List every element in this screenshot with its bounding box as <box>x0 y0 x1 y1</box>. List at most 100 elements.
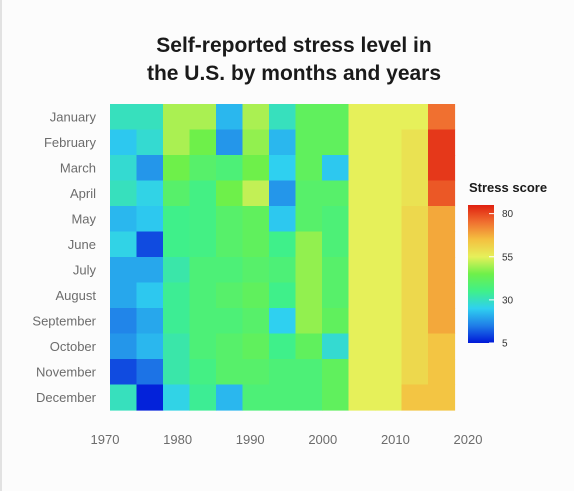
heatmap-cell <box>242 231 270 258</box>
heatmap-cell <box>401 155 429 182</box>
month-label: May <box>71 211 96 226</box>
heatmap-cell <box>189 206 217 233</box>
legend-tick-label: 80 <box>502 209 514 220</box>
heatmap-cell <box>216 206 244 233</box>
heatmap-cell <box>428 333 456 360</box>
heatmap-cell <box>401 180 429 207</box>
heatmap-cell <box>136 104 164 131</box>
month-label: June <box>68 237 96 252</box>
heatmap-cell <box>216 104 244 131</box>
heatmap-cell <box>295 257 323 284</box>
heatmap-cell <box>401 257 429 284</box>
heatmap-cell <box>322 257 350 284</box>
heatmap-cell <box>242 359 270 386</box>
legend-ticks: 80 55 30 5 <box>489 209 514 350</box>
heatmap-cell <box>242 282 270 309</box>
heatmap-cell <box>401 231 429 258</box>
legend-tick-label: 55 <box>502 252 514 263</box>
heatmap-cell <box>110 333 138 360</box>
legend-title: Stress score <box>469 180 547 195</box>
heatmap-cell <box>110 206 138 233</box>
heatmap-cell <box>269 155 297 182</box>
heatmap-cell <box>189 257 217 284</box>
year-tick-label: 2010 <box>381 432 410 447</box>
heatmap-cell <box>295 333 323 360</box>
heatmap-cell <box>375 231 403 258</box>
heatmap-cell <box>348 155 376 182</box>
heatmap-cell <box>110 155 138 182</box>
heatmap-cell <box>216 231 244 258</box>
heatmap-cell <box>322 384 350 411</box>
heatmap-cell <box>242 206 270 233</box>
heatmap-cell <box>136 231 164 258</box>
year-tick-label: 2020 <box>454 432 483 447</box>
heatmap-cell <box>322 282 350 309</box>
heatmap-cell <box>163 333 191 360</box>
heatmap-cell <box>110 257 138 284</box>
heatmap-cell <box>242 308 270 335</box>
heatmap-cell <box>163 359 191 386</box>
year-tick-label: 1980 <box>163 432 192 447</box>
heatmap-cell <box>163 155 191 182</box>
heatmap-cell <box>269 104 297 131</box>
year-axis-labels: 1970 1980 1990 2000 2010 2020 <box>91 432 483 447</box>
heatmap-cell <box>322 129 350 156</box>
heatmap-cell <box>110 104 138 131</box>
heatmap-cell <box>428 384 456 411</box>
heatmap-cell <box>428 180 456 207</box>
legend-tick-label: 5 <box>502 339 508 350</box>
heatmap-cell <box>428 206 456 233</box>
heatmap-cell <box>242 257 270 284</box>
heatmap-cell <box>401 308 429 335</box>
heatmap-cell <box>163 231 191 258</box>
heatmap-cell <box>401 282 429 309</box>
heatmap-cell <box>348 129 376 156</box>
heatmap-cell <box>295 384 323 411</box>
heatmap-cell <box>348 206 376 233</box>
heatmap-cell <box>136 206 164 233</box>
heatmap-cell <box>136 257 164 284</box>
heatmap-cell <box>110 180 138 207</box>
heatmap-cell <box>348 308 376 335</box>
month-label: March <box>60 160 96 175</box>
heatmap-cell <box>322 180 350 207</box>
heatmap-cell <box>216 333 244 360</box>
heatmap-cell <box>216 282 244 309</box>
heatmap-cell <box>216 384 244 411</box>
heatmap-cell <box>428 257 456 284</box>
heatmap-cell <box>163 384 191 411</box>
heatmap-cell <box>375 384 403 411</box>
heatmap-cell <box>136 282 164 309</box>
heatmap-cell <box>189 282 217 309</box>
heatmap-cell <box>295 282 323 309</box>
heatmap-cell <box>401 129 429 156</box>
heatmap-cell <box>348 104 376 131</box>
heatmap-cell <box>189 308 217 335</box>
heatmap-cell <box>401 104 429 131</box>
month-label: October <box>50 339 97 354</box>
heatmap-cell <box>375 129 403 156</box>
heatmap-cell <box>348 282 376 309</box>
heatmap-cell <box>269 206 297 233</box>
heatmap-cell <box>189 333 217 360</box>
heatmap-cell <box>163 104 191 131</box>
heatmap-cell <box>216 257 244 284</box>
heatmap-cell <box>136 155 164 182</box>
year-tick-label: 2000 <box>308 432 337 447</box>
heatmap-cell <box>242 129 270 156</box>
heatmap-cell <box>242 384 270 411</box>
heatmap-cell <box>322 308 350 335</box>
heatmap-cell <box>375 206 403 233</box>
heatmap-cell <box>110 282 138 309</box>
heatmap-cell <box>216 129 244 156</box>
heatmap-cell <box>216 155 244 182</box>
heatmap-cell <box>269 257 297 284</box>
heatmap-cell <box>163 206 191 233</box>
heatmap-cell <box>189 180 217 207</box>
month-labels: January February March April May June July Augu… <box>32 109 96 405</box>
heatmap-cell <box>295 308 323 335</box>
heatmap-cell <box>136 359 164 386</box>
heatmap-cell <box>322 359 350 386</box>
heatmap-cell <box>136 180 164 207</box>
